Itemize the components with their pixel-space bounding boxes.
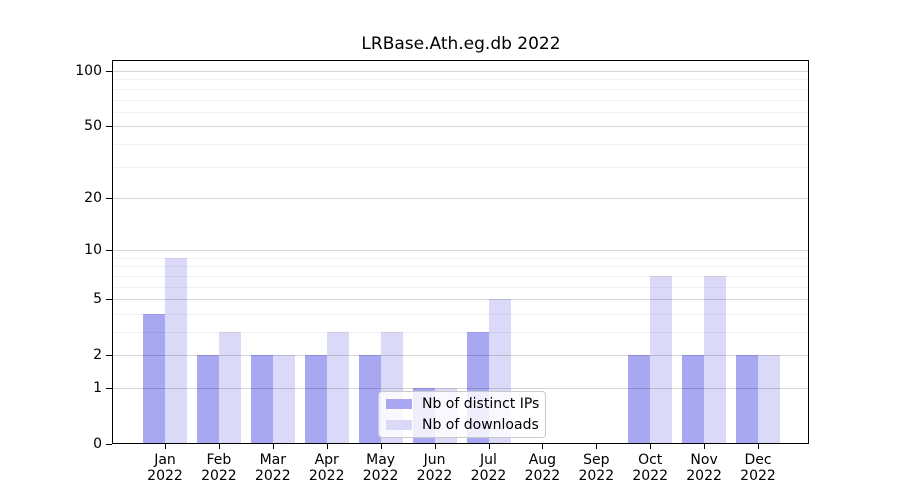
x-axis-tick-label-sep: Sep 2022	[578, 452, 615, 484]
bar-downloads-apr	[326, 332, 349, 444]
bar-downloads-oct	[650, 275, 673, 444]
y-axis-tick-20	[106, 197, 112, 199]
legend-item-distinct-ips: Nb of distinct IPs	[379, 394, 545, 415]
x-axis-tick-sep	[596, 444, 598, 449]
gridline-major-1	[113, 388, 809, 389]
bar-distinct-ips-mar	[250, 355, 273, 444]
bar-downloads-jan	[165, 257, 187, 444]
x-axis-tick-may	[380, 444, 382, 449]
y-axis-tick-10	[106, 250, 112, 252]
x-axis-tick-label-feb: Feb 2022	[201, 452, 237, 484]
gridline-major-10	[113, 250, 809, 252]
x-axis-tick-label-nov: Nov 2022	[686, 452, 722, 484]
bar-distinct-ips-jan	[143, 313, 165, 444]
chart-title: LRBase.Ath.eg.db 2022	[361, 34, 561, 54]
gridline-major-50	[113, 126, 809, 128]
bar-downloads-nov	[704, 275, 727, 444]
gridline-minor-40	[113, 143, 809, 145]
gridline-minor-6	[113, 286, 809, 288]
y-axis-tick-label-20: 20	[84, 189, 102, 206]
y-axis-tick-label-5: 5	[93, 291, 102, 308]
x-axis-tick-label-may: May 2022	[362, 452, 399, 484]
x-axis-tick-label-oct: Oct 2022	[632, 452, 668, 484]
y-axis-tick-label-2: 2	[93, 347, 102, 364]
y-axis-tick-0	[106, 444, 112, 445]
x-axis-tick-label-jun: Jun 2022	[416, 452, 453, 484]
gridline-major-100	[113, 71, 809, 72]
x-axis-tick-nov	[704, 444, 706, 449]
legend: Nb of distinct IPs Nb of downloads	[378, 391, 546, 438]
y-axis-tick-2	[106, 355, 112, 357]
y-axis-tick-label-50: 50	[84, 118, 102, 135]
y-axis-tick-50	[106, 126, 112, 128]
gridline-minor-9	[113, 257, 809, 259]
legend-label-distinct-ips: Nb of distinct IPs	[422, 396, 540, 412]
gridline-minor-8	[113, 266, 809, 268]
x-axis-tick-feb	[218, 444, 220, 449]
gridline-major-2	[113, 355, 809, 357]
x-axis-tick-label-jan: Jan 2022	[147, 452, 183, 484]
y-axis-tick-label-1: 1	[93, 380, 102, 396]
legend-item-downloads: Nb of downloads	[379, 415, 545, 436]
x-axis-tick-oct	[650, 444, 652, 449]
x-axis-tick-apr	[326, 444, 328, 449]
legend-swatch-distinct-ips-icon	[386, 399, 412, 409]
x-axis-tick-aug	[542, 444, 544, 449]
x-axis-tick-label-apr: Apr 2022	[308, 452, 345, 484]
x-axis-tick-jun	[434, 444, 436, 449]
gridline-minor-70	[113, 99, 809, 101]
x-axis-tick-mar	[272, 444, 274, 449]
bar-downloads-mar	[272, 355, 295, 444]
legend-swatch-downloads-icon	[386, 420, 412, 430]
bar-distinct-ips-nov	[682, 355, 705, 444]
gridline-major-20	[113, 197, 809, 199]
gridline-minor-80	[113, 88, 809, 90]
gridline-minor-60	[113, 111, 809, 113]
x-axis-tick-label-jul: Jul 2022	[470, 452, 507, 484]
x-axis-tick-dec	[758, 444, 759, 449]
bar-distinct-ips-oct	[628, 355, 651, 444]
x-axis-tick-label-dec: Dec 2022	[740, 452, 776, 484]
bar-downloads-dec	[758, 355, 780, 444]
y-axis-tick-1	[106, 388, 112, 389]
y-axis-tick-label-10: 10	[84, 242, 102, 259]
y-axis-tick-5	[106, 299, 112, 301]
bar-distinct-ips-may	[358, 355, 381, 444]
y-axis-tick-label-0: 0	[93, 436, 102, 452]
gridline-minor-90	[113, 79, 809, 81]
gridline-major-5	[113, 299, 809, 301]
x-axis-tick-label-mar: Mar 2022	[254, 452, 291, 484]
y-axis-tick-label-100: 100	[75, 63, 102, 79]
x-axis-tick-jul	[488, 444, 490, 449]
legend-label-downloads: Nb of downloads	[422, 417, 539, 433]
x-axis-tick-jan	[165, 444, 166, 449]
bar-distinct-ips-apr	[304, 355, 327, 444]
gridline-minor-3	[113, 332, 809, 333]
bar-distinct-ips-feb	[196, 355, 219, 444]
bar-distinct-ips-dec	[736, 355, 758, 444]
gridline-minor-7	[113, 275, 809, 277]
gridline-minor-4	[113, 313, 809, 315]
gridline-minor-30	[113, 166, 809, 168]
x-axis-tick-label-aug: Aug 2022	[524, 452, 561, 484]
y-axis-tick-100	[106, 71, 112, 72]
bar-downloads-feb	[218, 332, 241, 444]
